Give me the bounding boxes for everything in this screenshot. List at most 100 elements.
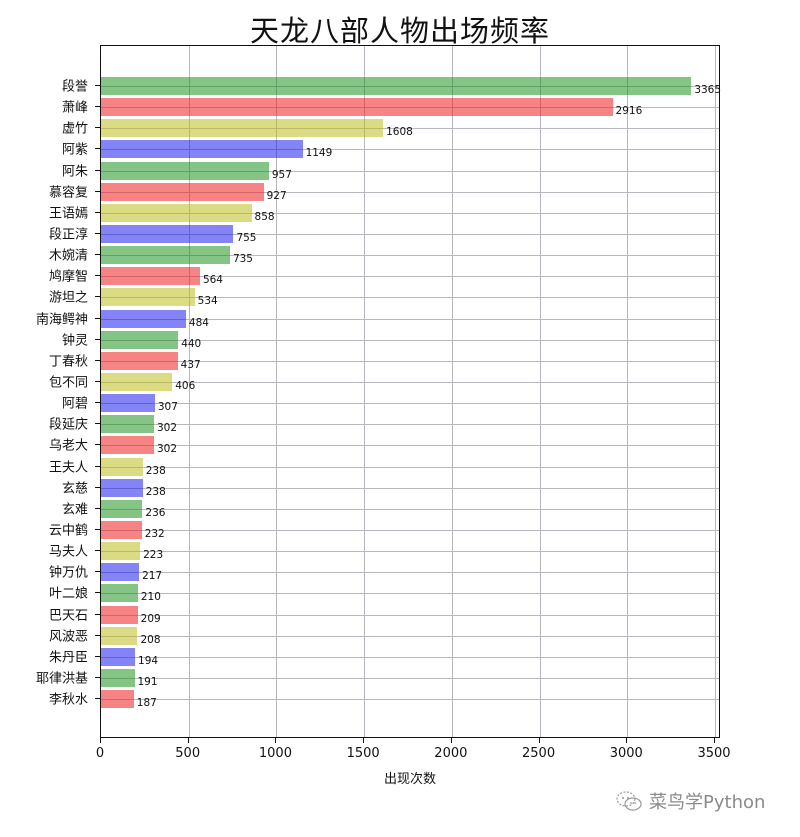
- h-gridline: [101, 487, 719, 489]
- bar-value-label: 440: [181, 337, 202, 350]
- bar-value-label: 437: [180, 358, 201, 371]
- h-gridline: [101, 276, 719, 278]
- bar: [101, 203, 252, 222]
- h-gridline: [101, 508, 719, 510]
- y-tick-mark: [95, 528, 100, 530]
- bar: [101, 98, 613, 117]
- y-tick-label: 南海鳄神: [35, 312, 88, 328]
- bar: [101, 288, 195, 307]
- v-gridline: [627, 46, 629, 737]
- h-gridline: [101, 466, 719, 468]
- h-gridline: [101, 339, 719, 341]
- y-tick-label: 木婉清: [48, 248, 88, 264]
- x-tick-label: 2500: [522, 746, 556, 761]
- bar: [101, 563, 140, 582]
- bar: [101, 647, 136, 666]
- x-axis-label: 出现次数: [383, 772, 436, 787]
- bar-value-label: 194: [138, 654, 159, 667]
- y-tick-label: 段正淳: [48, 227, 88, 243]
- bar: [101, 77, 692, 95]
- bar-value-label: 2916: [615, 105, 643, 118]
- y-tick-mark: [95, 676, 100, 678]
- y-tick-mark: [95, 232, 100, 234]
- h-gridline: [101, 297, 719, 299]
- bar: [101, 542, 141, 561]
- y-tick-label: 阿碧: [61, 396, 88, 412]
- bar: [101, 119, 384, 138]
- x-tick-label: 0: [95, 746, 105, 761]
- y-tick-label: 包不同: [48, 375, 88, 391]
- bar: [101, 584, 138, 603]
- v-gridline: [364, 46, 366, 737]
- h-gridline: [101, 614, 719, 616]
- bar: [101, 267, 200, 286]
- bar: [101, 415, 154, 434]
- x-tick-label: 1500: [346, 746, 380, 761]
- y-tick-mark: [95, 634, 100, 636]
- wechat-icon: [616, 791, 642, 811]
- bar-value-label: 302: [156, 422, 178, 435]
- x-tick-mark: [714, 738, 715, 743]
- y-tick-label: 叶二娘: [48, 586, 88, 602]
- h-gridline: [101, 360, 719, 362]
- bar: [101, 668, 135, 687]
- y-tick-mark: [95, 486, 100, 488]
- y-tick-label: 巴天石: [48, 608, 88, 623]
- bar-value-label: 735: [232, 253, 253, 266]
- h-gridline: [101, 424, 719, 426]
- y-tick-label: 云中鹤: [48, 523, 88, 539]
- y-tick-mark: [95, 444, 100, 446]
- y-tick-mark: [95, 317, 100, 319]
- bar-value-label: 1149: [305, 147, 333, 160]
- y-tick-mark: [95, 254, 100, 256]
- y-tick-label: 虚竹: [61, 121, 88, 137]
- y-tick-mark: [95, 380, 100, 382]
- bar-value-label: 927: [266, 189, 287, 202]
- h-gridline: [101, 551, 719, 553]
- watermark-text: 菜鸟学Python: [649, 792, 766, 813]
- y-tick-label: 钟灵: [61, 333, 88, 349]
- bar-value-label: 3365: [694, 84, 722, 96]
- bar: [101, 394, 155, 413]
- chart-title: 天龙八部人物出场频率: [249, 14, 550, 48]
- x-tick-label: 3000: [609, 746, 643, 761]
- y-tick-mark: [95, 275, 100, 277]
- bar: [101, 499, 143, 518]
- y-tick-label: 游坦之: [48, 290, 88, 306]
- v-gridline: [715, 46, 716, 737]
- y-tick-label: 段延庆: [48, 417, 88, 433]
- y-tick-label: 玄难: [61, 502, 88, 518]
- y-tick-label: 阿紫: [61, 142, 88, 158]
- bar-value-label: 238: [145, 485, 166, 498]
- bar-value-label: 307: [157, 401, 178, 414]
- x-tick-mark: [275, 738, 277, 743]
- bar-value-label: 209: [140, 612, 161, 625]
- h-gridline: [101, 128, 719, 130]
- y-tick-label: 玄慈: [61, 481, 88, 497]
- y-tick-mark: [95, 507, 100, 509]
- y-tick-label: 耶律洪基: [35, 671, 88, 687]
- y-tick-label: 鸠摩智: [48, 269, 88, 285]
- bar-value-label: 223: [143, 549, 164, 562]
- y-tick-label: 慕容复: [48, 185, 88, 201]
- x-tick-mark: [187, 738, 189, 743]
- bar: [101, 351, 178, 370]
- h-gridline: [101, 656, 719, 658]
- y-tick-mark: [95, 359, 100, 361]
- v-gridline: [188, 46, 190, 737]
- bar-value-label: 236: [145, 506, 166, 519]
- h-gridline: [101, 403, 719, 405]
- y-tick-label: 风波恶: [48, 629, 88, 645]
- h-gridline: [101, 445, 719, 447]
- bar: [101, 330, 179, 349]
- bar: [101, 161, 269, 180]
- x-tick-label: 3500: [697, 746, 731, 761]
- y-tick-mark: [95, 465, 100, 467]
- bar-value-label: 484: [188, 316, 209, 329]
- y-tick-mark: [95, 106, 100, 108]
- y-tick-label: 朱丹臣: [48, 650, 88, 666]
- y-tick-mark: [95, 402, 100, 404]
- x-tick-label: 500: [175, 746, 201, 761]
- bar: [101, 690, 134, 709]
- bar: [101, 309, 186, 328]
